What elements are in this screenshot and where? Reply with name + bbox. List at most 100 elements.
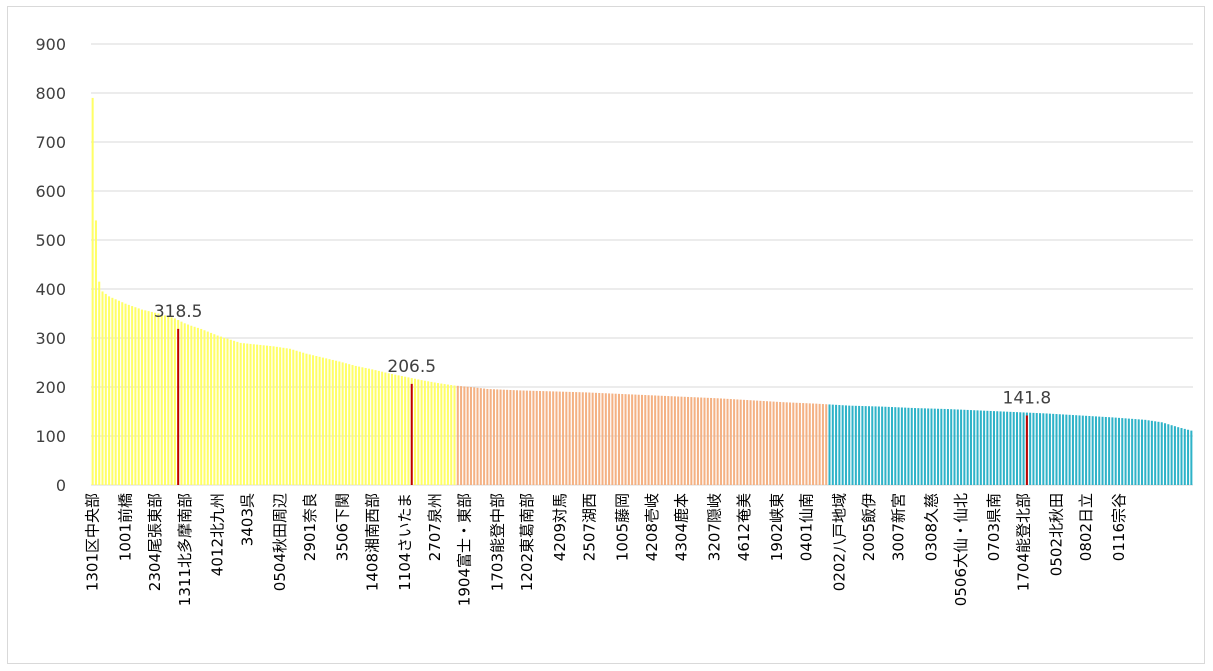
bar [953, 409, 956, 485]
bar [1127, 418, 1130, 485]
bar [203, 330, 206, 485]
bar [1101, 416, 1104, 485]
bar [664, 395, 667, 485]
bar [502, 389, 505, 485]
bar [479, 388, 482, 485]
x-tick-label: 3403呉 [238, 493, 256, 546]
bar [779, 401, 782, 485]
bar [864, 406, 867, 485]
bar [733, 399, 736, 485]
bar [453, 385, 456, 485]
bar [173, 318, 176, 485]
bar [808, 403, 811, 485]
bar [706, 397, 709, 485]
bar [933, 408, 936, 485]
bar [167, 316, 170, 485]
bar [124, 303, 127, 485]
reference-lines: 318.5 206.5 141.8 [154, 302, 1051, 485]
bar [742, 399, 745, 485]
bar [946, 409, 949, 485]
bar [805, 403, 808, 485]
bar [239, 342, 242, 485]
bar [1088, 416, 1091, 485]
bar [835, 404, 838, 485]
bar [404, 376, 407, 485]
bar [1137, 419, 1140, 485]
bar [943, 408, 946, 485]
bar [1012, 411, 1015, 485]
y-tick-label: 0 [56, 476, 66, 495]
bar [506, 389, 509, 485]
bar [690, 397, 693, 485]
bar [160, 314, 163, 485]
y-axis-tick-labels: 0 100 200 300 400 500 600 700 800 900 [35, 35, 66, 495]
bar [703, 397, 706, 485]
bar [292, 349, 295, 485]
bar [1167, 424, 1170, 485]
bar [841, 405, 844, 485]
bar [1177, 427, 1180, 485]
bar [976, 410, 979, 485]
bar [1154, 421, 1157, 485]
bar [1029, 412, 1032, 485]
bar [1190, 430, 1193, 485]
bar [598, 392, 601, 485]
bar [131, 306, 134, 485]
bar [999, 411, 1002, 485]
bar [1091, 416, 1094, 485]
bar [1081, 415, 1084, 485]
bar [282, 347, 285, 485]
bar [812, 403, 815, 485]
bar [1160, 422, 1163, 485]
bar [381, 371, 384, 485]
bar [545, 391, 548, 485]
bar [937, 408, 940, 485]
bar [1164, 423, 1167, 485]
bar [1032, 412, 1035, 485]
bar [1121, 418, 1124, 485]
bar [233, 340, 236, 485]
bar [433, 382, 436, 485]
bar [1094, 416, 1097, 485]
bar [548, 391, 551, 485]
bar [223, 337, 226, 485]
y-tick-label: 500 [35, 231, 66, 250]
x-tick-label: 1902峡東 [768, 493, 786, 561]
bar [789, 402, 792, 485]
y-tick-label: 800 [35, 84, 66, 103]
bar [667, 396, 670, 485]
bar [749, 400, 752, 485]
bar [1045, 413, 1048, 485]
x-tick-label: 3007新宮 [890, 493, 908, 561]
gridlines [91, 43, 1193, 486]
bars [91, 97, 1193, 486]
bar [137, 308, 140, 485]
bar [700, 397, 703, 485]
bar [979, 410, 982, 485]
bar [575, 392, 578, 485]
bar [1048, 413, 1051, 485]
bar [726, 398, 729, 485]
bar [884, 406, 887, 485]
bar [992, 411, 996, 485]
bar [914, 408, 917, 485]
bar [91, 97, 94, 486]
bar [693, 397, 696, 485]
bar [279, 347, 282, 485]
bar [1065, 414, 1068, 485]
bar [565, 391, 568, 485]
bar [499, 389, 502, 485]
bar [752, 400, 755, 485]
bar [446, 384, 449, 485]
bar [746, 400, 749, 485]
x-tick-label: 1001前橋 [117, 493, 135, 561]
bar [466, 386, 469, 485]
bar [900, 407, 903, 485]
bar [456, 385, 459, 485]
bar [608, 393, 611, 485]
bar [509, 389, 512, 485]
bar [894, 407, 897, 485]
bar [361, 367, 364, 485]
bar [246, 343, 249, 485]
bar [374, 370, 377, 485]
